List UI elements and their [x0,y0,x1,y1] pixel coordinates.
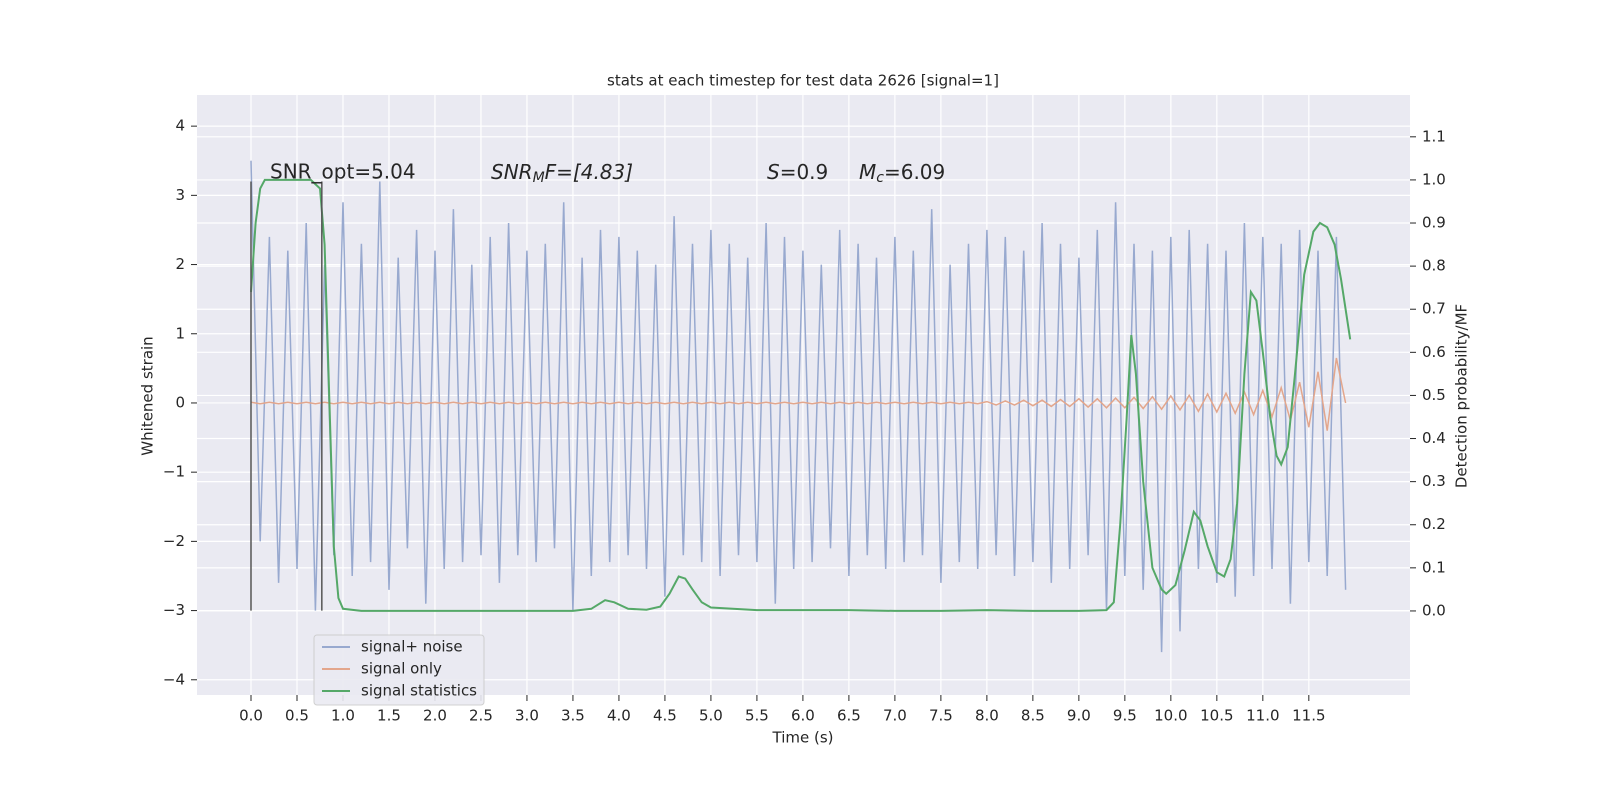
x-tick-label: 4.5 [653,707,677,725]
legend-label: signal+ noise [361,638,463,656]
y2-tick-label: 0.4 [1422,429,1446,447]
y-tick-label: 3 [175,186,185,204]
y2-tick-label: 0.1 [1422,558,1446,576]
y2-axis-label: Detection probability/MF [1453,304,1471,488]
x-tick-label: 2.0 [423,707,447,725]
series-line [250,160,1347,653]
y-tick-label: 2 [175,255,185,273]
series-line [250,357,1347,431]
legend-label: signal statistics [361,682,477,700]
y-tick-label: 0 [175,393,185,411]
x-tick-label: 6.0 [791,707,815,725]
y-tick-label: −1 [163,463,185,481]
x-tick-label: 9.5 [1113,707,1137,725]
x-tick-label: 8.0 [975,707,999,725]
x-tick-label: 4.0 [607,707,631,725]
y-tick-label: −2 [163,532,185,550]
annotation: SNRMF=[4.83] [491,160,633,187]
x-tick-label: 3.0 [515,707,539,725]
chart-title: stats at each timestep for test data 262… [607,72,999,90]
legend-label: signal only [361,660,442,678]
annotation-sub: M [533,170,545,186]
x-tick-label: 7.5 [929,707,953,725]
y-tick-label: 4 [175,117,185,135]
annotation-base: M [859,160,876,184]
annotation: SNR_opt=5.04 [270,160,416,184]
x-tick-label: 0.0 [239,707,263,725]
x-tick-label: 3.5 [561,707,585,725]
y2-tick-label: 0.0 [1422,601,1446,619]
annotation-rest: =0.9 [780,160,829,184]
annotation-sub: c [876,170,884,186]
y2-tick-label: 0.6 [1422,343,1446,361]
x-tick-label: 2.5 [469,707,493,725]
annotation: Mc=6.09 [859,160,945,187]
y2-tick-label: 0.3 [1422,472,1446,490]
y2-tick-label: 1.0 [1422,170,1446,188]
x-tick-label: 11.0 [1246,707,1279,725]
x-axis-label: Time (s) [772,729,834,747]
annotation-base: SNR [491,160,533,184]
x-tick-label: 9.0 [1067,707,1091,725]
x-tick-label: 5.0 [699,707,723,725]
annotation: S=0.9 [767,160,828,184]
x-tick-label: 5.5 [745,707,769,725]
annotation-rest: F=[4.83] [545,160,633,184]
annotation-base: S [767,160,780,184]
y2-tick-label: 0.2 [1422,515,1446,533]
x-tick-label: 6.5 [837,707,861,725]
series-line [250,178,1352,612]
y-tick-label: −3 [163,601,185,619]
x-tick-label: 1.0 [331,707,355,725]
annotation-rest: =6.09 [884,160,945,184]
y2-tick-label: 0.7 [1422,300,1446,318]
y2-tick-label: 0.8 [1422,257,1446,275]
y-tick-label: −4 [163,670,185,688]
x-tick-label: 0.5 [285,707,309,725]
y2-tick-label: 0.5 [1422,386,1446,404]
legend-box [313,634,485,706]
y2-tick-label: 1.1 [1422,127,1446,145]
x-tick-label: 10.5 [1200,707,1233,725]
y2-tick-label: 0.9 [1422,214,1446,232]
x-tick-label: 10.0 [1154,707,1187,725]
x-tick-label: 1.5 [377,707,401,725]
y-axis-label: Whitened strain [139,336,157,455]
x-tick-label: 11.5 [1292,707,1325,725]
y-tick-label: 1 [175,324,185,342]
x-tick-label: 8.5 [1021,707,1045,725]
x-tick-label: 7.0 [883,707,907,725]
